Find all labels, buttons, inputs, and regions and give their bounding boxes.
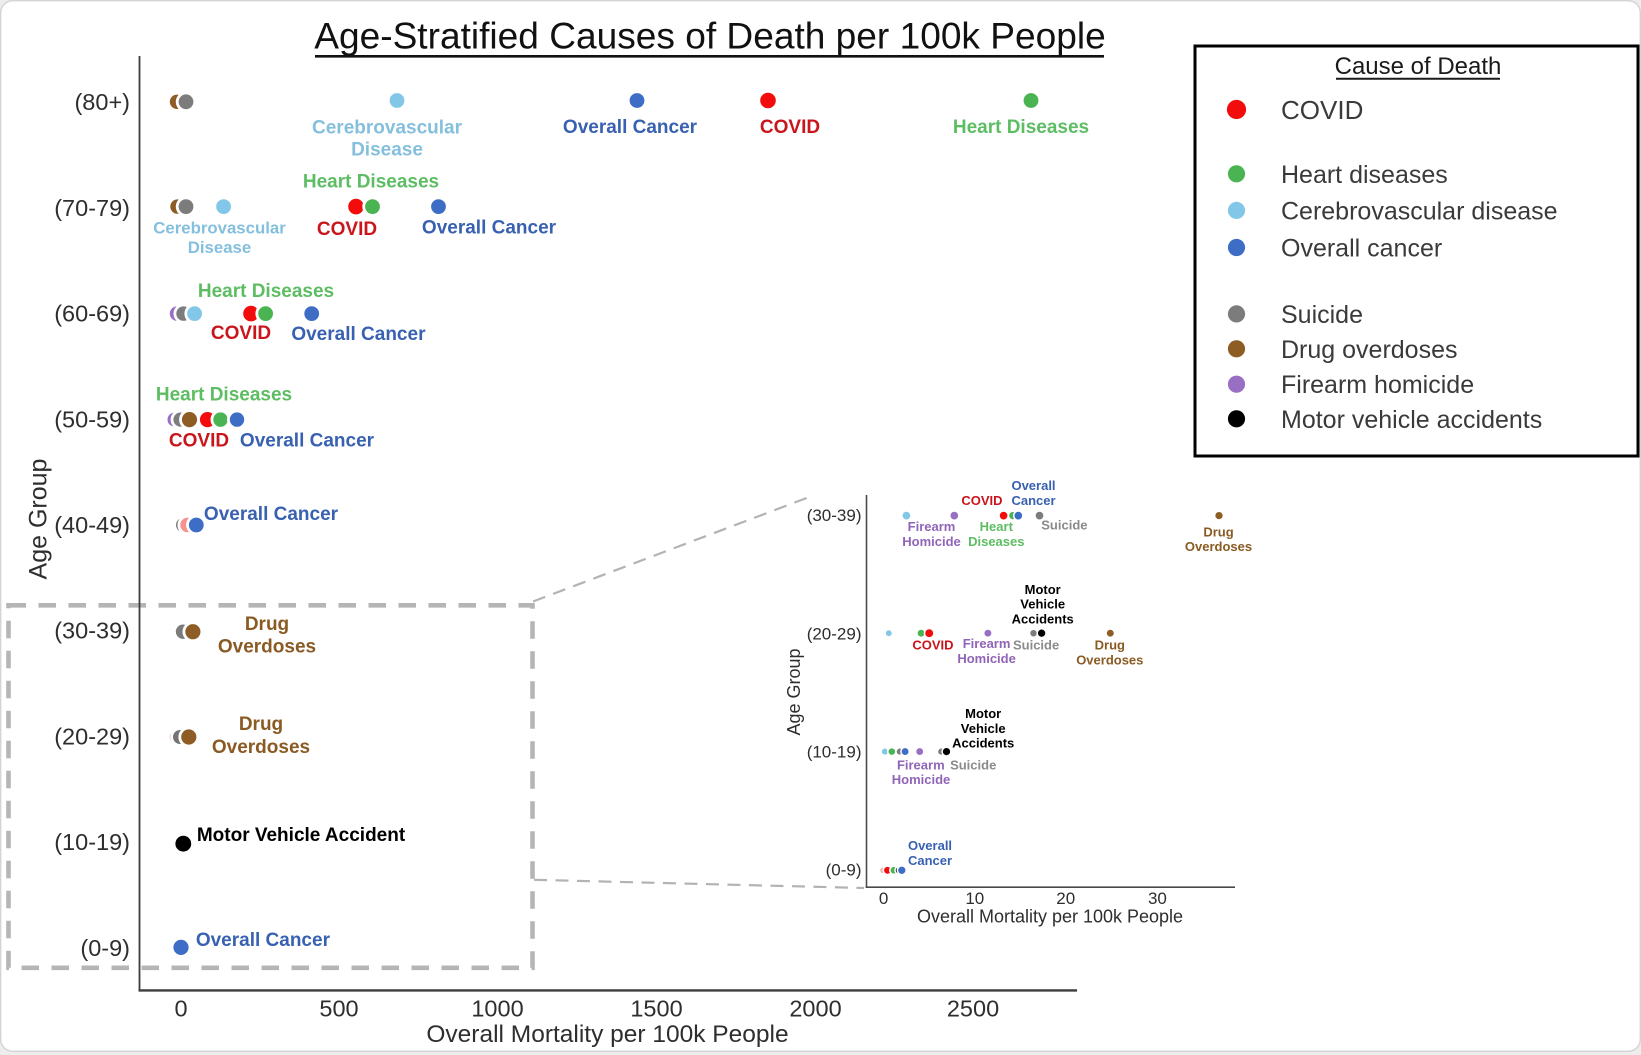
svg-text:10: 10 [965,889,984,908]
svg-text:Firearm: Firearm [897,758,945,773]
svg-text:COVID: COVID [169,431,229,452]
svg-text:Motor: Motor [965,706,1001,721]
svg-text:Overdoses: Overdoses [1076,652,1143,667]
svg-text:(0-9): (0-9) [826,861,862,880]
svg-text:Suicide: Suicide [950,758,996,773]
svg-text:(70-79): (70-79) [54,195,130,221]
svg-text:Overall: Overall [1011,478,1055,493]
svg-text:(0-9): (0-9) [80,935,130,961]
svg-text:Drug: Drug [1203,525,1233,540]
svg-text:Overall Cancer: Overall Cancer [291,324,426,345]
svg-text:Age-Stratified Causes of Death: Age-Stratified Causes of Death per 100k … [314,15,1105,57]
svg-text:Drug overdoses: Drug overdoses [1281,336,1457,364]
svg-text:Vehicle: Vehicle [961,721,1006,736]
svg-text:Motor: Motor [1025,582,1061,597]
svg-text:COVID: COVID [317,219,377,240]
svg-text:(30-39): (30-39) [54,618,130,644]
svg-text:500: 500 [319,996,358,1022]
svg-text:Vehicle: Vehicle [1020,597,1065,612]
svg-text:Overdoses: Overdoses [212,737,310,758]
svg-text:(60-69): (60-69) [54,301,130,327]
svg-text:COVID: COVID [1281,95,1363,125]
svg-text:Overall Cancer: Overall Cancer [240,431,375,452]
svg-text:Motor Vehicle Accident: Motor Vehicle Accident [197,825,406,846]
svg-text:(50-59): (50-59) [54,406,130,432]
svg-text:Drug: Drug [245,614,289,635]
svg-text:Drug: Drug [1095,638,1125,653]
svg-text:Overall Mortality per 100k Peo: Overall Mortality per 100k People [917,907,1183,927]
svg-text:Overall Cancer: Overall Cancer [204,504,339,525]
svg-text:Diseases: Diseases [968,534,1024,549]
svg-text:Overall Cancer: Overall Cancer [563,117,698,138]
svg-text:Accidents: Accidents [952,736,1014,751]
svg-text:2000: 2000 [789,996,841,1022]
svg-text:Suicide: Suicide [1013,638,1059,653]
svg-text:Cancer: Cancer [1011,493,1055,508]
svg-text:Homicide: Homicide [902,534,961,549]
svg-text:Age Group: Age Group [25,459,53,580]
svg-text:Heart Diseases: Heart Diseases [156,385,292,406]
svg-text:0: 0 [174,996,187,1022]
svg-text:COVID: COVID [211,323,271,344]
svg-text:Disease: Disease [188,238,251,257]
svg-text:COVID: COVID [961,493,1002,508]
svg-text:Cerebrovascular: Cerebrovascular [153,218,286,237]
svg-text:1500: 1500 [630,996,682,1022]
svg-text:(30-39): (30-39) [807,506,862,525]
svg-text:Overdoses: Overdoses [1185,539,1252,554]
svg-text:COVID: COVID [760,117,820,138]
svg-text:(20-29): (20-29) [807,624,862,643]
svg-text:Heart Diseases: Heart Diseases [953,117,1089,138]
svg-text:Disease: Disease [351,139,423,160]
svg-text:Overall Cancer: Overall Cancer [196,930,331,951]
svg-text:(80+): (80+) [74,89,130,115]
svg-text:Heart Diseases: Heart Diseases [198,281,334,302]
svg-text:Overall Mortality per 100k Peo: Overall Mortality per 100k People [426,1021,788,1048]
svg-text:Overall Cancer: Overall Cancer [422,217,557,238]
svg-text:Motor vehicle accidents: Motor vehicle accidents [1281,406,1542,434]
svg-text:Cancer: Cancer [908,853,952,868]
svg-text:Cerebrovascular: Cerebrovascular [312,117,463,138]
svg-text:Cause of Death: Cause of Death [1335,53,1502,80]
svg-text:Drug: Drug [239,714,283,735]
svg-text:Homicide: Homicide [892,772,951,787]
svg-text:Overall cancer: Overall cancer [1281,235,1442,263]
svg-text:Suicide: Suicide [1041,518,1087,533]
svg-text:Cerebrovascular disease: Cerebrovascular disease [1281,197,1558,225]
svg-text:Heart diseases: Heart diseases [1281,161,1448,189]
svg-text:(10-19): (10-19) [807,743,862,762]
svg-text:Homicide: Homicide [957,651,1016,666]
svg-text:Overall: Overall [908,838,952,853]
svg-text:COVID: COVID [912,638,953,653]
svg-text:(40-49): (40-49) [54,512,130,538]
svg-text:1000: 1000 [471,996,523,1022]
svg-text:Heart: Heart [980,519,1014,534]
svg-text:20: 20 [1056,889,1075,908]
svg-text:Firearm homicide: Firearm homicide [1281,371,1474,399]
svg-text:Heart Diseases: Heart Diseases [303,172,439,193]
svg-text:(10-19): (10-19) [54,829,130,855]
svg-text:Overdoses: Overdoses [218,636,316,657]
svg-text:Suicide: Suicide [1281,301,1363,329]
svg-text:Accidents: Accidents [1012,612,1074,627]
svg-text:Firearm: Firearm [963,636,1011,651]
svg-text:Firearm: Firearm [908,519,956,534]
svg-text:0: 0 [879,889,888,908]
svg-text:30: 30 [1148,889,1167,908]
svg-text:Age Group: Age Group [784,648,804,735]
svg-text:(20-29): (20-29) [54,723,130,749]
svg-text:2500: 2500 [947,996,999,1022]
